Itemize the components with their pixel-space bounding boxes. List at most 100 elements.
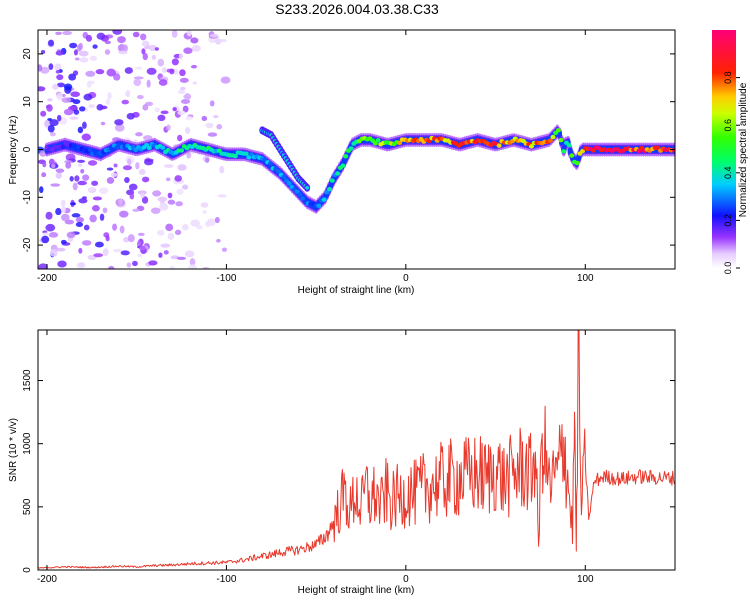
noise-blob: [124, 67, 133, 74]
noise-blob: [133, 76, 144, 80]
noise-blob: [221, 247, 227, 252]
noise-blob: [216, 238, 221, 243]
x-tick-label: 100: [577, 574, 594, 585]
noise-blob: [50, 183, 61, 187]
noise-blob: [127, 158, 132, 166]
noise-blob: [74, 175, 80, 182]
ridge-core: [327, 187, 333, 192]
noise-blob: [135, 132, 143, 137]
noise-blob: [56, 92, 63, 100]
ridge-core: [324, 189, 330, 195]
ridge-core: [160, 145, 166, 150]
noise-blob: [104, 49, 111, 55]
noise-blob: [55, 50, 64, 56]
noise-blob: [105, 235, 110, 242]
noise-blob: [141, 40, 150, 47]
noise-blob: [40, 110, 47, 117]
spectrogram-y-axis-label: Frequency (Hz): [8, 116, 19, 185]
noise-blob: [41, 172, 47, 178]
noise-blob: [48, 63, 54, 71]
ridge-core: [321, 197, 327, 202]
x-tick-label: 100: [577, 273, 594, 284]
noise-blob: [40, 66, 50, 74]
noise-blob: [176, 256, 187, 260]
noise-blob: [69, 176, 74, 182]
noise-blob: [200, 202, 209, 208]
noise-blob: [184, 126, 191, 134]
noise-blob: [133, 78, 142, 87]
noise-blob: [112, 223, 118, 231]
noise-blob: [57, 260, 67, 268]
snr-background: [38, 330, 675, 570]
noise-blob: [184, 93, 192, 101]
noise-blob: [85, 34, 93, 42]
noise-blob: [39, 186, 44, 194]
snr-panel: -200 -100 0 100 0 500 1000 1500 Height of stra…: [8, 329, 676, 596]
colorbar-tick-label: 0.2: [723, 214, 733, 227]
noise-blob: [177, 134, 183, 142]
y-tick-label: 1500: [22, 369, 33, 392]
noise-blob: [65, 162, 72, 169]
snr-series-line: [38, 330, 675, 569]
noise-blob: [82, 121, 87, 129]
noise-blob: [54, 63, 62, 71]
noise-blob: [100, 121, 106, 126]
noise-blob: [113, 163, 118, 168]
noise-blob: [154, 47, 159, 51]
colorbar-tick-label: 0.6: [723, 119, 733, 132]
colorbar-ticks: 0.0 0.2 0.4 0.6 0.8: [723, 71, 740, 274]
noise-blob: [177, 110, 186, 116]
noise-blob: [55, 31, 62, 36]
noise-blob: [64, 160, 73, 164]
noise-blob: [81, 133, 91, 141]
ridge-core: [281, 174, 287, 180]
noise-blob: [77, 159, 86, 163]
noise-blob: [129, 192, 135, 200]
noise-blob: [177, 89, 186, 95]
noise-blob: [141, 196, 149, 204]
noise-blob: [56, 74, 64, 81]
noise-blob: [132, 208, 140, 212]
noise-blob: [138, 168, 146, 176]
x-tick-label: -200: [37, 574, 57, 585]
noise-blob: [166, 124, 171, 131]
noise-blob: [110, 172, 118, 178]
noise-blob: [55, 247, 66, 252]
noise-blob: [214, 216, 220, 224]
noise-blob: [55, 207, 62, 216]
noise-blob: [47, 124, 55, 133]
noise-blob: [72, 99, 81, 105]
x-tick-label: 0: [403, 273, 409, 284]
noise-blob: [104, 40, 111, 45]
noise-blob: [52, 83, 59, 90]
noise-blob: [77, 126, 84, 134]
noise-blob: [46, 104, 53, 112]
noise-blob: [179, 77, 189, 83]
noise-blob: [82, 174, 90, 181]
ridge-core: [343, 154, 349, 159]
noise-blob: [133, 139, 138, 143]
noise-blob: [62, 30, 72, 36]
snr-y-axis-label: SNR (10 * v/v): [8, 418, 19, 482]
noise-blob: [159, 202, 169, 211]
noise-blob: [40, 50, 46, 54]
noise-blob: [55, 168, 65, 173]
noise-blob: [57, 114, 62, 122]
y-tick-label: 1000: [22, 432, 33, 455]
ridge-core: [340, 163, 346, 168]
noise-blob: [169, 265, 175, 269]
noise-blob: [202, 266, 210, 269]
noise-blob: [78, 42, 83, 51]
colorbar: 0.0 0.2 0.4 0.6 0.8 Normalized spectral ampl…: [712, 30, 749, 274]
ridge-core: [558, 137, 564, 143]
noise-blob: [140, 33, 147, 41]
noise-blob: [61, 205, 66, 214]
noise-blob: [127, 234, 135, 243]
noise-blob: [217, 194, 227, 198]
noise-blob: [63, 83, 73, 91]
noise-blob: [78, 198, 88, 204]
x-tick-label: -200: [37, 273, 57, 284]
colorbar-tick-label: 0.8: [723, 71, 733, 84]
noise-blob: [56, 82, 66, 88]
ridge-core: [574, 160, 580, 166]
